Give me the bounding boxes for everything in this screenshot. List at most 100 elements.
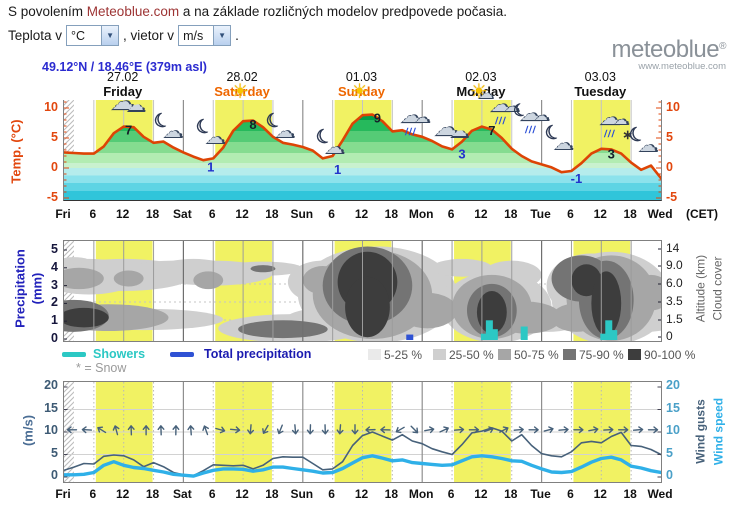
past-hours-hatch — [64, 100, 74, 200]
wind-tick-label: 20 — [44, 378, 58, 392]
cloud-outline: ☁ — [161, 118, 184, 143]
wind-direction-arrow — [647, 426, 659, 434]
showers-bar — [610, 330, 618, 340]
wind-unit-select[interactable]: m/s ▼ — [178, 25, 232, 46]
cloud-cover-class-label: 75-90 % — [579, 348, 624, 362]
cloud-outline: ☁ — [612, 109, 631, 129]
time-label-day: Sun — [290, 487, 314, 501]
cloud-cover-blob — [64, 307, 109, 328]
wind-direction-arrow — [453, 426, 465, 434]
wind-direction-arrow — [229, 426, 241, 434]
temp-unit-value: °C — [71, 28, 86, 43]
temp-unit-select[interactable]: °C ▼ — [66, 25, 120, 46]
altitude-tick-label: 1.5 — [666, 312, 683, 326]
cloud-outline: ☁ — [125, 94, 147, 117]
temp-tick-label: 10 — [44, 100, 58, 114]
sun-icon: ☀ — [350, 81, 369, 103]
time-label-hour: 12 — [474, 207, 488, 221]
time-label-hour: 18 — [265, 207, 279, 221]
time-label-hour: 6 — [567, 487, 574, 501]
day-header: 02.03 Monday ☀ ☁ ☁ — [421, 70, 540, 103]
showers-bar — [490, 329, 498, 340]
day-date: 02.03 — [465, 70, 497, 84]
cloud-cover-blob — [432, 258, 492, 277]
time-label-hour: 12 — [474, 487, 488, 501]
temp-tick-label: 0 — [666, 160, 673, 174]
wind-tick-label: 5 — [666, 445, 673, 460]
meteoblue-link[interactable]: Meteoblue.com — [86, 4, 180, 19]
time-label-hour: 18 — [384, 207, 399, 221]
wind-tick-label: 0 — [51, 468, 58, 482]
cloud-outline: ☁ — [449, 120, 471, 143]
logo-url: www.meteoblue.com — [638, 61, 726, 72]
timezone-label: (CET) — [686, 207, 718, 221]
wind-chart — [63, 381, 662, 483]
attribution-prefix: S povolením — [8, 4, 87, 19]
meteoblue-logo[interactable]: meteoblue® www.meteoblue.com — [612, 36, 727, 73]
moon-cloud-icon: ☾ ☁ ☁ — [313, 125, 360, 170]
temp-min-label: -1 — [571, 171, 583, 186]
time-label-hour: 18 — [504, 487, 518, 501]
precip-axis-title: (mm) — [29, 272, 45, 305]
day-date: 03.03 — [584, 70, 616, 84]
wind-direction-arrow — [97, 426, 107, 434]
day-name: Tuesday — [574, 84, 627, 99]
cloud-outline: ☁ — [204, 124, 227, 149]
cloud-fill: ☁ — [490, 94, 510, 116]
precip-tick-label: 1 — [51, 313, 58, 328]
cloud-cover-blob — [631, 274, 661, 311]
wind-tick-label: 10 — [44, 423, 58, 437]
moon-cloud-icon: ☾ ☁ ☁ — [542, 121, 589, 166]
showers-label: Showers — [93, 347, 146, 361]
wind-direction-arrow — [306, 424, 314, 435]
cloud-fill: ☁ — [435, 114, 458, 140]
cloud-outline: ☁ — [532, 105, 551, 125]
cloud-cover-blob — [193, 271, 224, 290]
moon-cloud-icon: ☾ ☁ ☁ — [626, 123, 673, 168]
sun-icon: ☀ — [231, 81, 250, 103]
cloud-fill: ☁ — [504, 98, 518, 114]
temp-max-label: 9 — [374, 110, 381, 125]
time-label-hour: 12 — [116, 487, 130, 501]
moon-cloud-icon: ☾ ☁ ☁ — [193, 115, 240, 160]
showers-swatch — [62, 352, 86, 357]
wind-unit-value: m/s — [183, 28, 204, 43]
wind-direction-arrow — [142, 425, 150, 436]
rain-glyph: /// — [603, 129, 617, 140]
time-label-day: Fri — [55, 207, 71, 221]
cloud-fill: ☁ — [451, 122, 468, 140]
altitude-tick-label: 0 — [666, 329, 673, 343]
moon-cloud-icon: ☾ ☁ ☁ — [151, 109, 198, 154]
wind-direction-arrow — [157, 425, 165, 436]
time-label-hour: 12 — [235, 207, 249, 221]
rain-glyph: /// — [523, 125, 537, 136]
clouds-icon: ☁ ☁ ☁ ☁ — [433, 114, 479, 156]
temperature-area — [64, 114, 661, 200]
temp-max-label: 7 — [125, 122, 132, 137]
altitude-axis-title: Altitude (km) — [693, 254, 708, 323]
time-label-hour: 6 — [328, 207, 335, 221]
temp-tick-label: 0 — [51, 160, 58, 174]
rain-snow-icon: ☁ ☁ ☁ ☁///∗ — [592, 106, 638, 148]
wind-direction-arrow — [365, 426, 376, 434]
cloud-fill: ☁ — [206, 127, 224, 147]
cloud-cover-class-label: 25-50 % — [449, 348, 494, 362]
altitude-tick-label: 3.5 — [666, 294, 683, 308]
wind-axis-title: (m/s) — [20, 414, 36, 447]
chevron-down-icon[interactable]: ▼ — [101, 26, 119, 45]
time-label-day: Sat — [173, 487, 192, 501]
temp-min-label: 1 — [207, 160, 214, 175]
time-label-hour: 6 — [447, 207, 455, 221]
showers-bar — [485, 320, 493, 340]
wind-tick-label: 0 — [666, 468, 673, 482]
wind-direction-arrow — [336, 424, 344, 435]
wind-unit-label: , vietor v — [123, 28, 175, 43]
chevron-down-icon[interactable]: ▼ — [213, 26, 231, 45]
cloud-outline: ☁ — [323, 134, 346, 159]
moon-rain-icon: ☾ ☁ ☁ ☁ ☁/// — [510, 99, 559, 144]
wind-direction-arrow — [573, 426, 584, 434]
cloud-cover-swatch — [368, 349, 381, 360]
temp-min-label: 3 — [458, 146, 465, 161]
cloud-icon: ☁ — [478, 85, 493, 101]
time-label-hour: 18 — [145, 207, 160, 221]
